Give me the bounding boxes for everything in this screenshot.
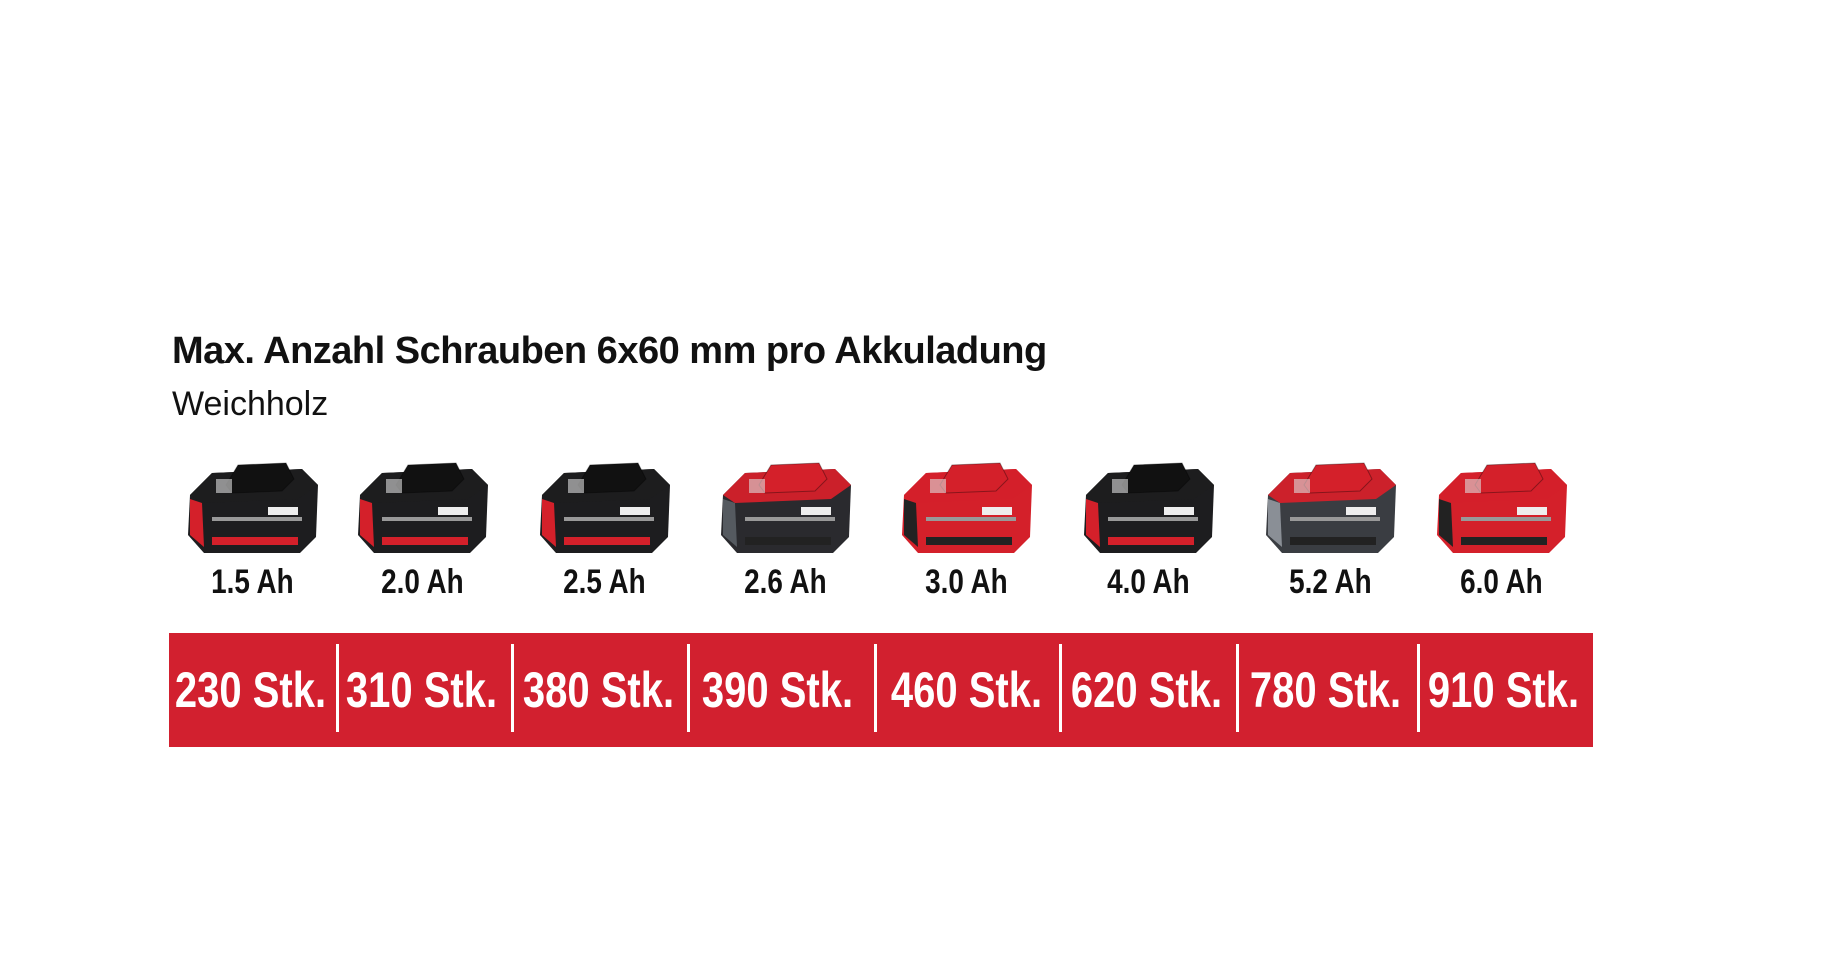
battery-capacity-label: 2.6 Ah (743, 563, 827, 601)
screw-count-cell: 310 Stk. (322, 633, 522, 747)
page-title: Max. Anzahl Schrauben 6x60 mm pro Akkula… (172, 330, 1047, 372)
screw-count-value: 620 Stk. (1071, 662, 1223, 718)
page-subtitle: Weichholz (172, 385, 329, 423)
column-divider (336, 644, 339, 732)
battery-item: 6.0 Ah (1416, 455, 1586, 602)
screw-count-value: 310 Stk. (346, 662, 498, 718)
battery-pack-icon (188, 462, 318, 553)
battery-item: 2.6 Ah (700, 455, 870, 602)
screw-count-cell: 230 Stk. (151, 633, 351, 747)
screw-count-value: 460 Stk. (891, 662, 1043, 718)
screw-count-value: 230 Stk. (175, 662, 327, 718)
screw-count-cell: 380 Stk. (499, 633, 699, 747)
screw-count-cell: 460 Stk. (867, 633, 1067, 747)
battery-item: 5.2 Ah (1245, 455, 1415, 602)
battery-pack-icon (721, 462, 851, 553)
battery-capacity-label: 1.5 Ah (210, 563, 294, 601)
battery-item: 2.5 Ah (519, 455, 689, 602)
battery-capacity-label: 2.0 Ah (380, 563, 464, 601)
screw-count-value: 380 Stk. (523, 662, 675, 718)
battery-pack-icon (902, 462, 1032, 553)
battery-item: 2.0 Ah (337, 455, 507, 602)
screw-count-value: 780 Stk. (1250, 662, 1402, 718)
screw-count-cell: 780 Stk. (1226, 633, 1426, 747)
column-divider (511, 644, 514, 732)
screw-count-cell: 390 Stk. (678, 633, 878, 747)
battery-capacity-label: 5.2 Ah (1288, 563, 1372, 601)
column-divider (1236, 644, 1239, 732)
battery-capacity-label: 2.5 Ah (562, 563, 646, 601)
battery-pack-icon (1084, 462, 1214, 553)
battery-capacity-label: 3.0 Ah (924, 563, 1008, 601)
battery-item: 4.0 Ah (1063, 455, 1233, 602)
column-divider (687, 644, 690, 732)
column-divider (874, 644, 877, 732)
battery-pack-icon (358, 462, 488, 553)
battery-item: 3.0 Ah (881, 455, 1051, 602)
battery-pack-icon (540, 462, 670, 553)
screw-count-value: 390 Stk. (702, 662, 854, 718)
battery-capacity-label: 6.0 Ah (1459, 563, 1543, 601)
battery-capacity-label: 4.0 Ah (1106, 563, 1190, 601)
screw-count-cell: 620 Stk. (1047, 633, 1247, 747)
battery-pack-icon (1437, 462, 1567, 553)
column-divider (1417, 644, 1420, 732)
screw-count-cell: 910 Stk. (1404, 633, 1604, 747)
screw-count-bar: 230 Stk. 310 Stk. 380 Stk. 390 Stk. 460 Stk.… (169, 633, 1593, 747)
column-divider (1059, 644, 1062, 732)
battery-item: 1.5 Ah (167, 455, 337, 602)
battery-pack-icon (1266, 462, 1396, 553)
screw-count-value: 910 Stk. (1428, 662, 1580, 718)
